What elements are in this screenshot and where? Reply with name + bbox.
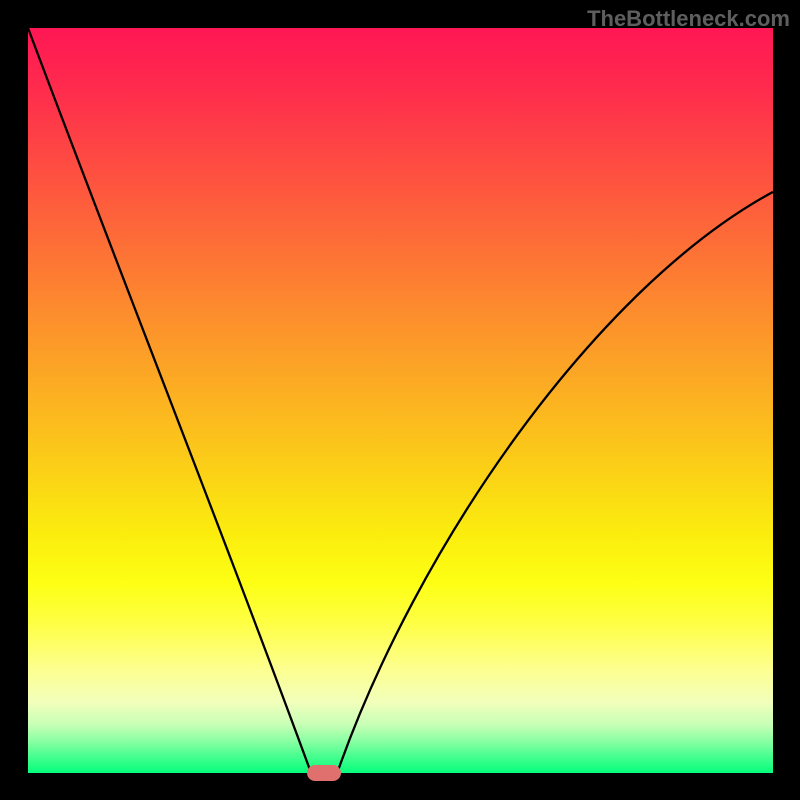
curve-left-branch bbox=[28, 28, 311, 773]
curve-right-branch bbox=[337, 192, 773, 773]
bottleneck-curve bbox=[28, 28, 773, 773]
watermark-text: TheBottleneck.com bbox=[587, 6, 790, 32]
plot-area bbox=[28, 28, 773, 773]
chart-container: TheBottleneck.com bbox=[0, 0, 800, 800]
optimum-marker bbox=[307, 765, 341, 781]
